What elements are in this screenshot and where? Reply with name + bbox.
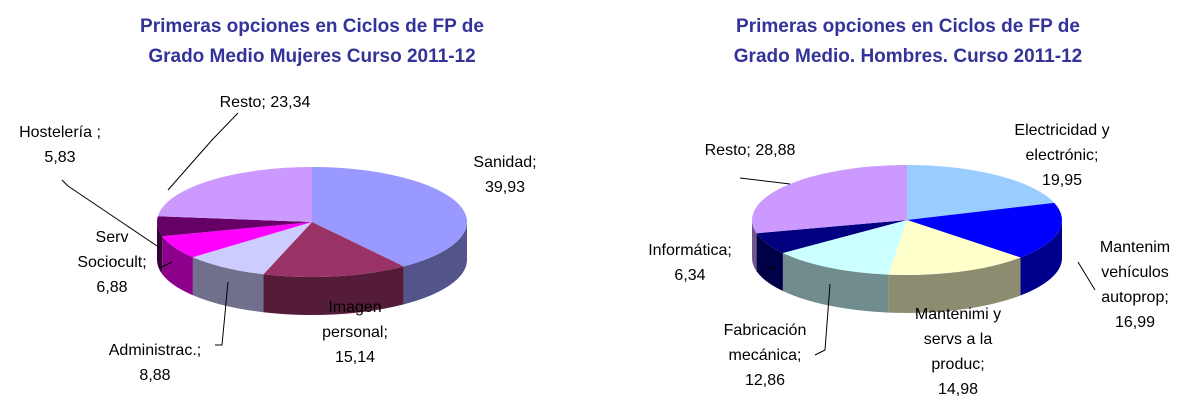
label-category: Informática — [648, 242, 728, 259]
label-category: Fabricación mecánica — [723, 322, 807, 364]
slice — [907, 165, 1055, 220]
label-category: Administrac. — [108, 342, 197, 359]
label-separator: ; — [261, 94, 266, 111]
data-label: Imagen personal; 15,14 — [314, 295, 396, 370]
data-label: Sanidad; 39,93 — [445, 150, 565, 200]
label-value: 5,83 — [44, 149, 76, 166]
data-label: Electricidad y electrónic; 19,95 — [997, 118, 1127, 193]
leader-line — [215, 281, 229, 346]
slice-side — [888, 257, 1021, 313]
leader-line — [814, 283, 831, 356]
label-category: Imagen personal — [322, 299, 384, 341]
label-category: Sanidad — [473, 154, 533, 171]
label-separator: ; — [746, 142, 751, 159]
slice — [756, 220, 907, 253]
slice-side — [162, 236, 193, 296]
slice-side — [1020, 220, 1062, 296]
data-label: Fabricación mecánica; 12,86 — [710, 318, 820, 393]
slice — [157, 167, 312, 222]
label-separator: ; — [980, 356, 985, 373]
label-value: 23,34 — [270, 94, 311, 111]
label-separator: ; — [1094, 147, 1099, 164]
label-value: 8,88 — [139, 367, 171, 384]
data-label: Mantenimi y servs a la produc; 14,98 — [903, 302, 1013, 402]
slice — [907, 202, 1062, 258]
label-value: 16,99 — [1114, 314, 1156, 331]
chart-title: Grado Medio Mujeres Curso 2011-12 — [148, 46, 475, 67]
label-value: 12,86 — [744, 372, 786, 389]
slice — [782, 220, 907, 275]
label-category: Mantenimi y servs a la produc — [914, 306, 1002, 373]
label-category: Serv Sociocult — [77, 229, 143, 271]
slice-side — [782, 252, 889, 313]
slice — [192, 222, 312, 275]
label-value: 15,14 — [334, 349, 376, 366]
label-value: 19,95 — [1041, 172, 1083, 189]
slice-side — [756, 233, 783, 291]
label-separator: ; — [1164, 289, 1169, 306]
label-separator: ; — [383, 324, 388, 341]
chart-title: Primeras opciones en Ciclos de FP de — [736, 16, 1080, 37]
data-label: Administrac.; 8,88 — [80, 338, 230, 388]
label-value: 6,34 — [674, 267, 706, 284]
label-separator: ; — [797, 347, 802, 364]
label-value: 6,88 — [96, 279, 128, 296]
label-category: Resto — [704, 142, 747, 159]
data-label: Resto; 28,88 — [650, 138, 850, 163]
slice — [752, 165, 907, 234]
leader-line — [61, 179, 161, 249]
label-separator: ; — [96, 124, 101, 141]
data-label: Hostelería ; 5,83 — [0, 120, 120, 170]
leader-line — [159, 261, 173, 269]
label-separator: ; — [142, 254, 147, 271]
label-category: Mantenim vehículos autoprop — [1099, 239, 1171, 306]
label-separator: ; — [196, 342, 202, 359]
slice — [263, 222, 404, 277]
chart-title: Primeras opciones en Ciclos de FP de — [140, 16, 484, 37]
label-category: Electricidad y electrónic — [1014, 122, 1110, 164]
slice-side — [403, 222, 467, 305]
data-label: Informática; 6,34 — [630, 238, 750, 288]
slice — [157, 216, 312, 237]
slice — [888, 220, 1021, 275]
label-separator: ; — [532, 154, 537, 171]
slice — [312, 167, 467, 267]
label-category: Resto — [219, 94, 262, 111]
chart-title: Grado Medio. Hombres. Curso 2011-12 — [734, 46, 1082, 67]
data-label: Serv Sociocult; 6,88 — [66, 225, 158, 300]
slice-side — [752, 220, 757, 272]
data-label: Resto; 23,34 — [165, 90, 365, 115]
leader-line — [739, 177, 791, 185]
leader-line — [1077, 261, 1096, 291]
label-category: Hostelería — [19, 124, 97, 141]
label-value: 28,88 — [755, 142, 796, 159]
slice — [162, 222, 312, 258]
label-value: 39,93 — [484, 179, 526, 196]
label-value: 14,98 — [937, 381, 979, 398]
slice-side — [263, 266, 404, 315]
label-separator: ; — [727, 242, 732, 259]
data-label: Mantenim vehículos autoprop; 16,99 — [1085, 235, 1185, 335]
leader-line — [167, 112, 239, 191]
